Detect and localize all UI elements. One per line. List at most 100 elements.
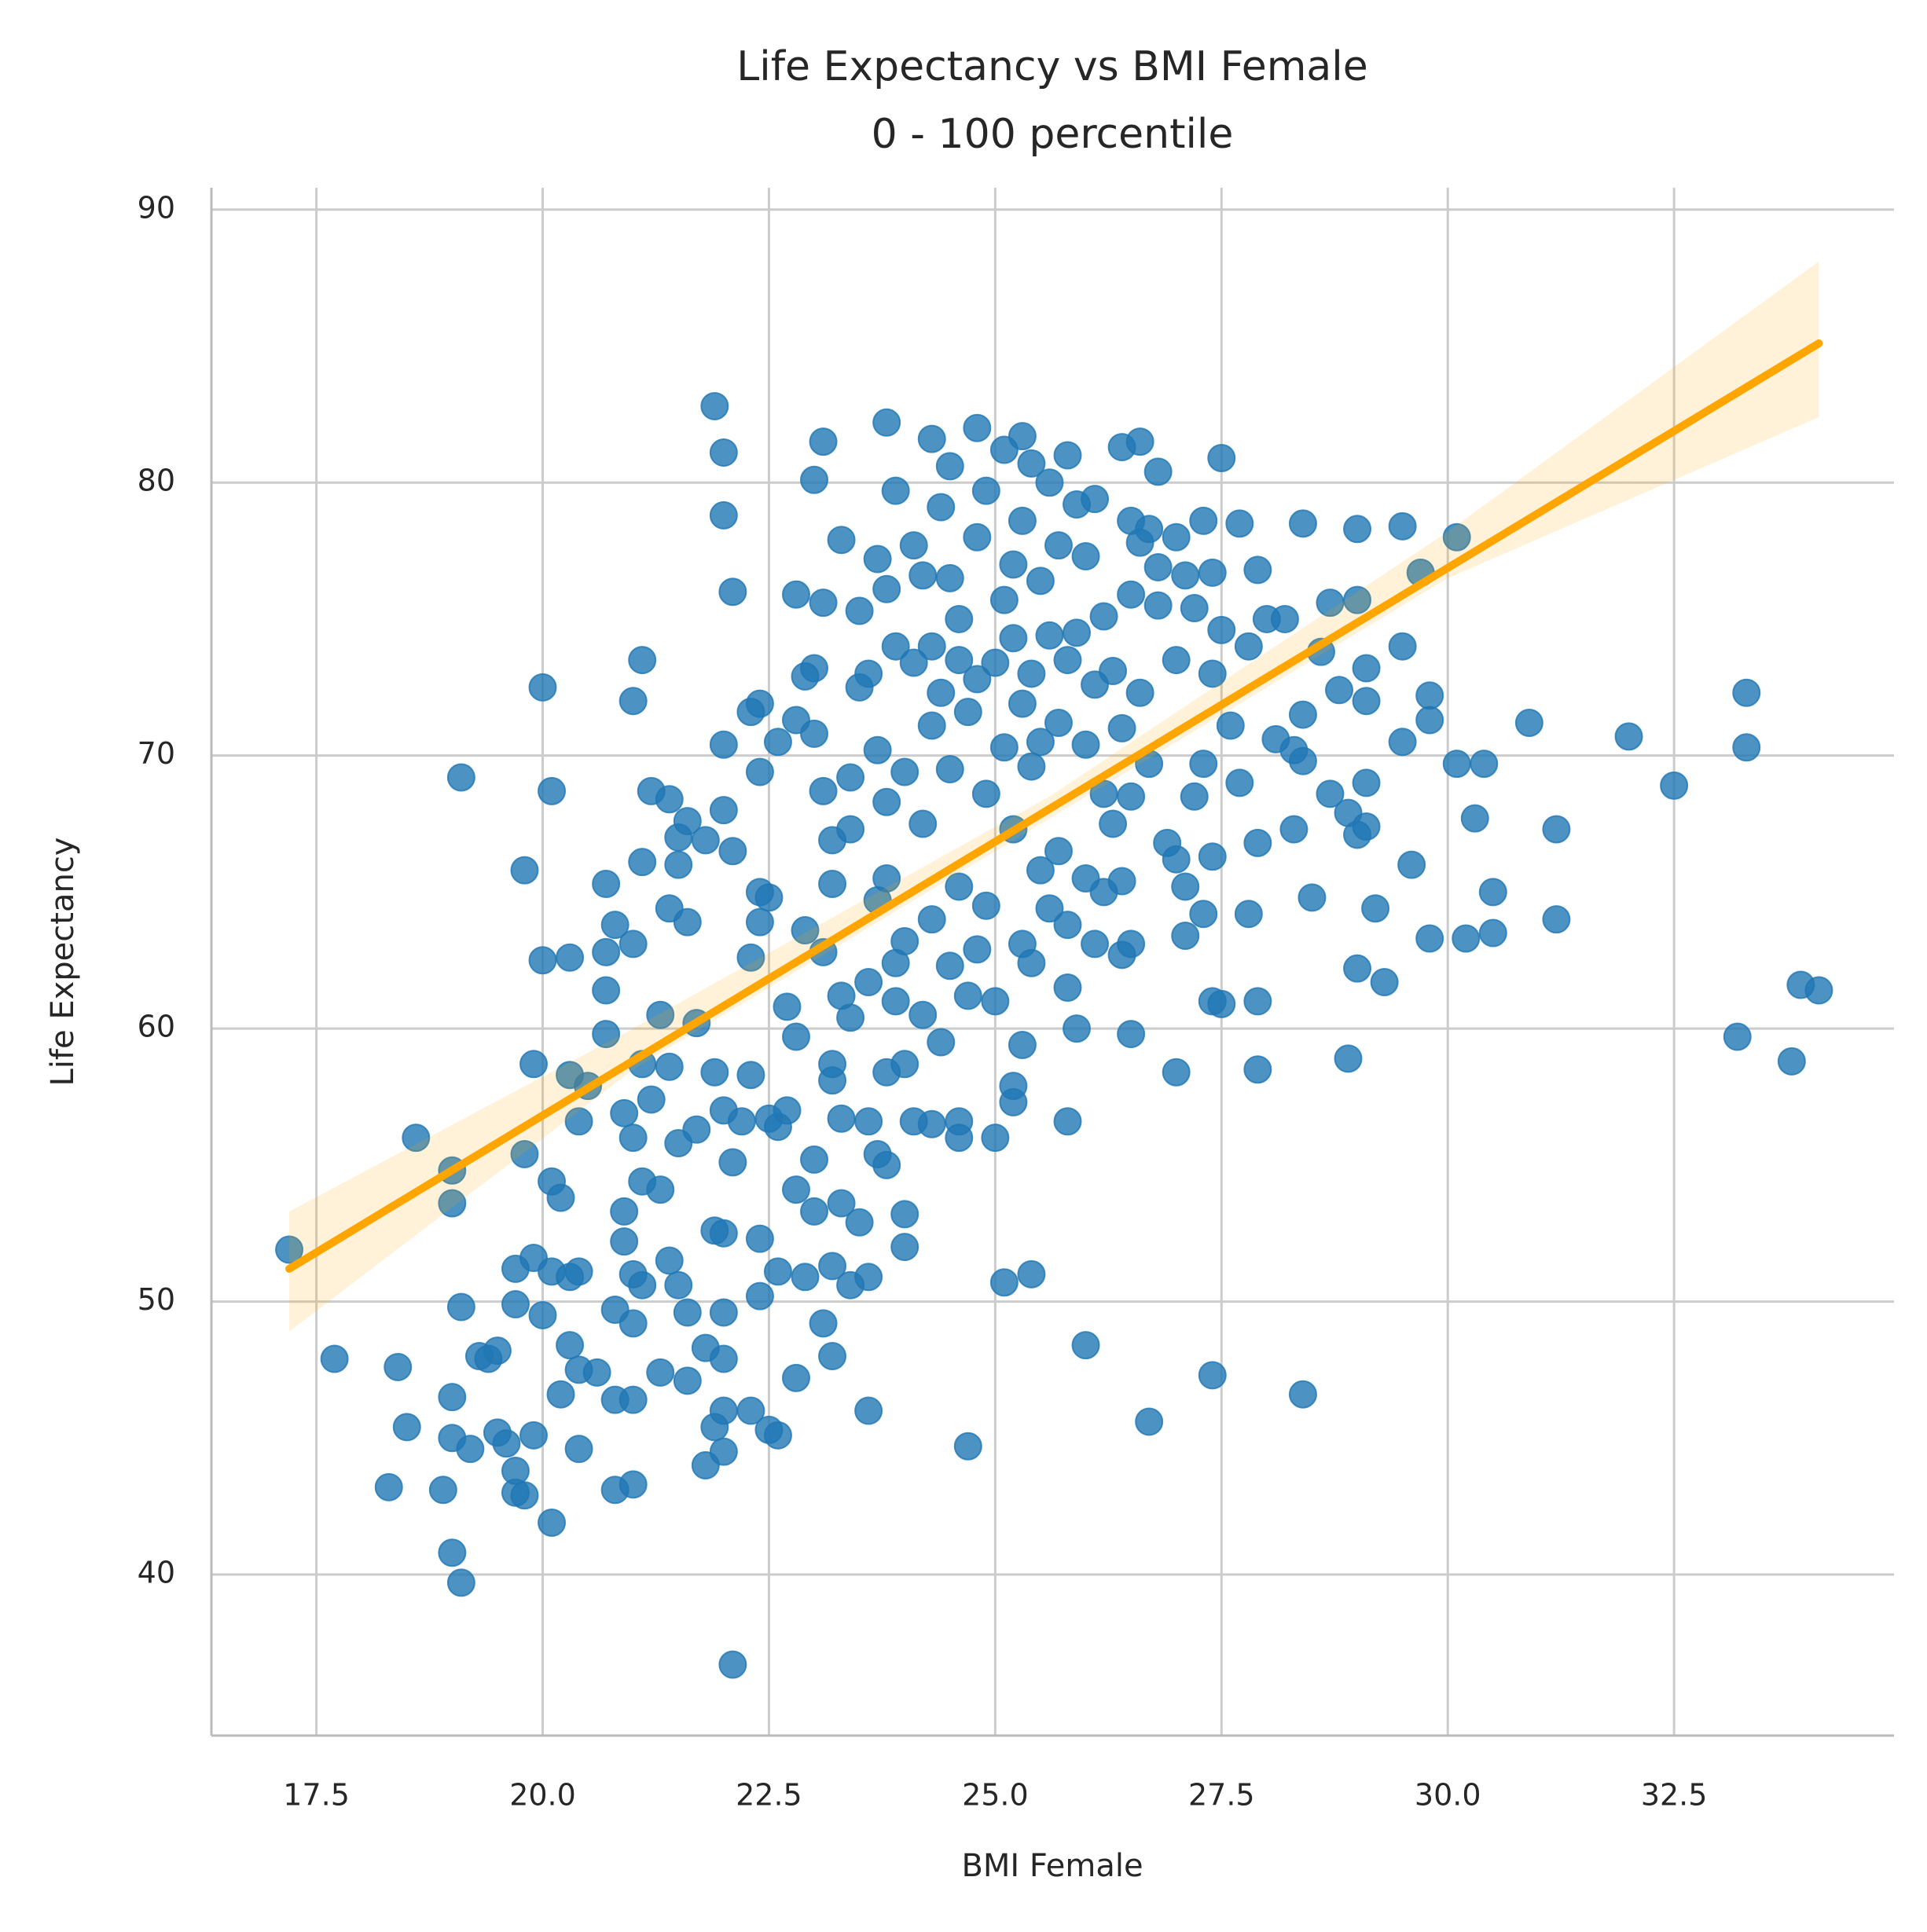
point	[999, 1087, 1028, 1116]
point	[981, 648, 1010, 677]
point	[618, 1470, 648, 1499]
point	[827, 1104, 856, 1133]
point	[510, 856, 539, 885]
point	[709, 1396, 738, 1425]
point	[881, 987, 910, 1016]
point	[556, 943, 585, 972]
point	[709, 1344, 738, 1373]
point	[628, 1270, 657, 1300]
point	[1397, 850, 1426, 879]
point	[899, 531, 928, 560]
point	[1053, 911, 1082, 940]
point	[1352, 812, 1381, 841]
point	[1026, 728, 1055, 757]
point	[1117, 1020, 1146, 1049]
point	[1143, 552, 1173, 581]
point	[773, 992, 802, 1021]
point	[981, 1124, 1010, 1153]
point	[1026, 856, 1055, 885]
point	[763, 1421, 792, 1450]
point	[519, 1050, 549, 1079]
point	[872, 574, 901, 603]
point	[773, 1096, 802, 1125]
x-tick-label: 22.5	[736, 1778, 802, 1813]
point	[1298, 883, 1327, 912]
point	[989, 585, 1019, 614]
point	[600, 911, 629, 940]
point	[1288, 1380, 1317, 1409]
point	[1171, 872, 1200, 901]
point	[800, 1145, 829, 1174]
point	[927, 678, 956, 707]
point	[1343, 954, 1372, 983]
point	[592, 869, 621, 898]
point	[1343, 585, 1372, 614]
point	[528, 673, 557, 702]
point	[1234, 632, 1263, 661]
point	[1180, 782, 1209, 811]
point	[628, 848, 657, 877]
point	[1107, 713, 1136, 742]
y-axis-label: Life Expectancy	[45, 838, 81, 1087]
point	[809, 1309, 838, 1338]
y-tick-label: 40	[138, 1556, 175, 1590]
point	[1777, 1047, 1806, 1076]
point	[963, 665, 992, 694]
point	[745, 1224, 774, 1253]
point	[1270, 604, 1299, 633]
point	[917, 905, 946, 934]
point	[528, 946, 557, 975]
y-tick-label: 80	[138, 464, 175, 498]
point	[963, 413, 992, 442]
point	[1243, 1055, 1272, 1084]
point	[610, 1197, 639, 1226]
point	[971, 476, 1000, 505]
point	[890, 1233, 919, 1262]
point	[927, 493, 956, 522]
point	[1352, 687, 1381, 716]
y-tick-label: 70	[138, 736, 175, 771]
confidence-band	[289, 261, 1819, 1332]
point	[945, 604, 974, 633]
point	[446, 1568, 475, 1597]
x-tick-label: 25.0	[962, 1778, 1029, 1813]
point	[1370, 968, 1399, 997]
point	[1044, 708, 1073, 737]
point	[881, 632, 910, 661]
point	[881, 476, 910, 505]
point	[1415, 924, 1444, 953]
point	[781, 1363, 810, 1392]
point	[1198, 659, 1227, 688]
y-tick-label: 60	[138, 1010, 175, 1044]
point	[718, 1148, 747, 1177]
point	[1035, 621, 1064, 650]
point	[1660, 771, 1689, 800]
point	[1171, 921, 1200, 950]
point	[845, 596, 874, 625]
point	[1063, 618, 1092, 647]
point	[456, 1435, 485, 1464]
point	[1017, 752, 1046, 781]
point	[492, 1429, 521, 1458]
point	[917, 424, 946, 453]
point	[1099, 809, 1128, 838]
point	[818, 1252, 847, 1281]
point	[618, 1124, 648, 1153]
point	[872, 864, 901, 893]
point	[1044, 531, 1073, 560]
point	[727, 1107, 756, 1136]
point	[854, 1263, 883, 1292]
point	[483, 1336, 512, 1366]
point	[628, 646, 657, 675]
point	[1071, 542, 1100, 571]
point	[1415, 706, 1444, 735]
point	[899, 648, 928, 677]
x-tick-label: 17.5	[283, 1778, 350, 1813]
point	[510, 1139, 539, 1168]
point	[320, 1344, 349, 1373]
point	[1117, 929, 1146, 959]
x-tick-label: 32.5	[1641, 1778, 1708, 1813]
point	[546, 1380, 575, 1409]
point	[1044, 837, 1073, 866]
